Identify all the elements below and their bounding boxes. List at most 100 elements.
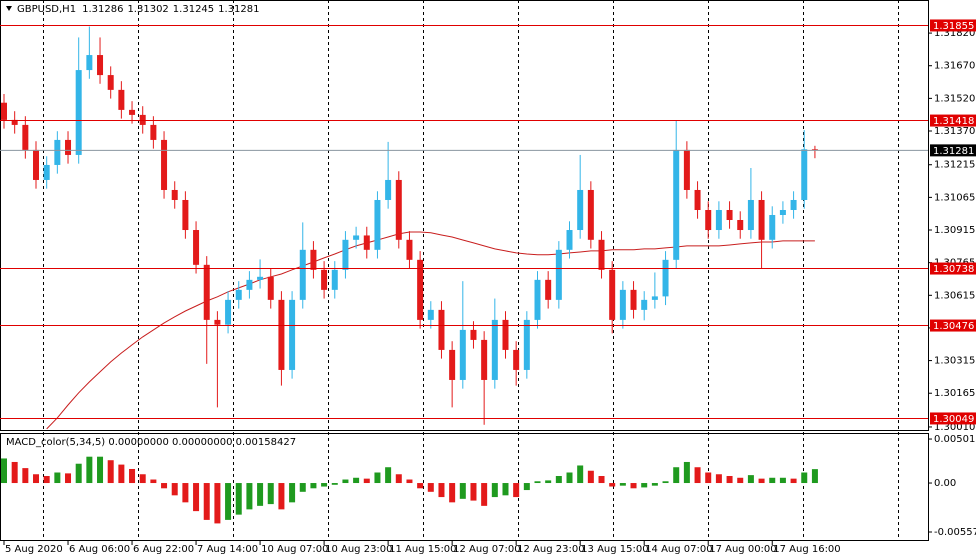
candle-body (449, 349, 456, 380)
x-tick-label: 5 Aug 2020 (5, 544, 63, 555)
candle-body (374, 199, 381, 250)
candle-body (747, 199, 754, 231)
level-label-box (930, 114, 976, 127)
candle-body (193, 230, 200, 265)
price-label: 1.31281 (933, 146, 974, 157)
macd-bar (619, 483, 626, 486)
candle-body (182, 199, 189, 231)
candle-body (545, 279, 552, 300)
macd-bar (801, 472, 808, 484)
candle-body (715, 209, 722, 231)
candle-body (246, 279, 253, 290)
candle-body (385, 179, 392, 200)
x-tick-label: 14 Aug 07:00 (645, 544, 712, 555)
chart-header: GBPUSD,H1 1.31286 1.31302 1.31245 1.31281 (17, 4, 260, 15)
candle-body (737, 220, 744, 231)
candle-body (726, 209, 733, 221)
y-tick-label: 0.0050125 (934, 434, 976, 445)
macd-bar (470, 483, 477, 501)
macd-bar (630, 483, 637, 489)
candle-body (1, 102, 7, 120)
macd-bar (427, 483, 434, 492)
candle-body (459, 329, 466, 380)
y-tick-label: 1.30165 (934, 388, 975, 399)
macd-bar (459, 483, 466, 499)
x-tick-label: 17 Aug 00:00 (709, 544, 776, 555)
macd-bar (609, 483, 616, 487)
x-tick-label: 6 Aug 22:00 (133, 544, 194, 555)
candle-body (534, 279, 541, 320)
macd-bar (97, 456, 104, 484)
y-tick-label: 1.31670 (934, 61, 975, 72)
macd-bar (651, 483, 658, 486)
candle-body (513, 349, 520, 370)
macd-bar (395, 474, 402, 484)
macd-bar (321, 483, 328, 487)
macd-bar (150, 479, 157, 484)
collapse-icon[interactable] (6, 6, 12, 11)
candle-body (97, 55, 104, 76)
macd-bar (715, 474, 722, 484)
macd-bar (171, 483, 178, 496)
level-label: 1.30049 (933, 414, 974, 425)
macd-bar (481, 483, 488, 506)
macd-bar (278, 483, 285, 510)
candle-body (225, 299, 232, 325)
macd-panel-frame (0, 433, 929, 541)
x-tick-label: 10 Aug 23:00 (325, 544, 392, 555)
candle-body (555, 249, 562, 300)
macd-bar (779, 477, 786, 484)
macd-bar (587, 470, 594, 484)
macd-bar (33, 474, 40, 484)
candle-body (683, 149, 690, 190)
macd-bar (54, 472, 61, 484)
candle-body (65, 139, 72, 155)
level-label-box (930, 412, 976, 425)
candle-body (587, 189, 594, 240)
x-tick-label: 7 Aug 14:00 (197, 544, 258, 555)
macd-bar (65, 473, 72, 484)
macd-bar (534, 481, 541, 484)
candle-body (299, 249, 306, 300)
macd-bar (86, 456, 93, 484)
macd-bar (726, 476, 733, 484)
period-separators (43, 0, 899, 540)
macd-bar (225, 483, 232, 520)
macd-bar (353, 477, 360, 484)
candle-body (139, 114, 146, 125)
candle-body (502, 319, 509, 350)
candle-body (353, 235, 360, 240)
x-tick-label: 13 Aug 15:00 (581, 544, 648, 555)
macd-bar (737, 477, 744, 484)
candle-body (427, 309, 434, 320)
candle-body (577, 189, 584, 231)
candle-body (609, 269, 616, 320)
price-label-box (930, 144, 976, 157)
candle-body (267, 276, 274, 300)
x-tick-label: 6 Aug 06:00 (69, 544, 130, 555)
candle-body (619, 289, 626, 320)
y-tick-label: 1.30615 (934, 290, 975, 301)
y-tick-label: 1.30315 (934, 356, 975, 367)
candle-body (758, 199, 765, 240)
y-tick-label: 1.31370 (934, 126, 975, 137)
candle-body (107, 75, 114, 90)
moving-average (46, 231, 815, 430)
candle-body (321, 269, 328, 290)
candle-body (129, 109, 136, 115)
candle-body (598, 239, 605, 270)
candle-body (790, 199, 797, 210)
candle-body (769, 215, 776, 240)
macd-bar (342, 479, 349, 484)
candle-body (214, 319, 221, 325)
macd-bar (246, 483, 253, 510)
candle-body (22, 124, 29, 150)
level-label: 1.30738 (933, 264, 974, 275)
candle-body (395, 179, 402, 240)
macd-bar (502, 483, 509, 496)
macd-bar (673, 467, 680, 484)
candle-body (491, 319, 498, 380)
high-value: 1.31302 (127, 4, 168, 15)
macd-bar (161, 483, 168, 489)
